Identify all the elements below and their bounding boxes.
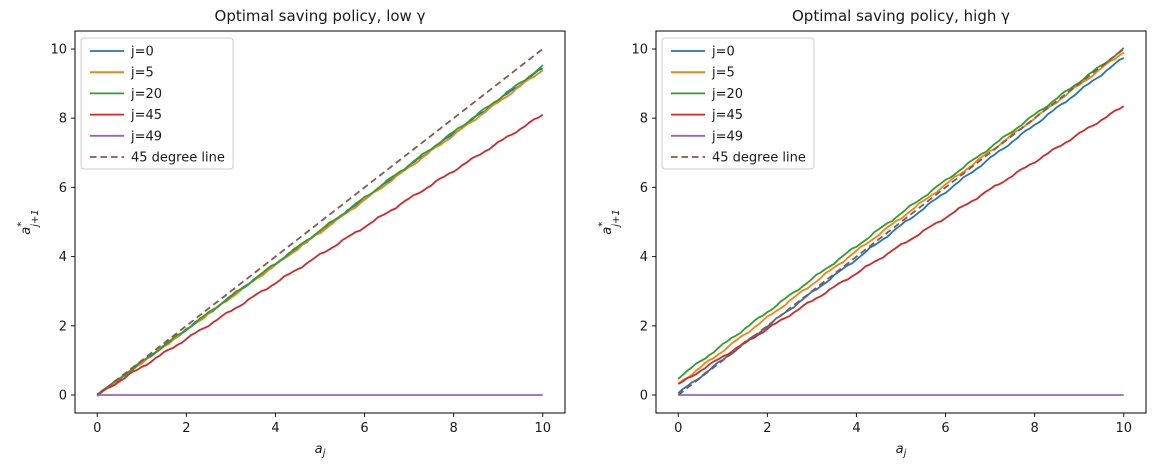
x-tick-label: 0 [93, 421, 101, 436]
chart-low-gamma: Optimal saving policy, low γ 0 2 4 6 8 10 0 2 4 6… [16, 7, 566, 459]
y-axis-label: a* j+1 [597, 209, 622, 235]
y-tick-label: 8 [59, 112, 67, 127]
legend-label: j=20 [130, 87, 162, 102]
series-line-j-45 [96, 113, 544, 396]
legend-label: j=45 [711, 108, 743, 123]
series-line-j-45 [677, 105, 1125, 385]
x-tick-label: 6 [941, 421, 949, 436]
legend-label: j=5 [130, 66, 154, 81]
x-tick-label: 2 [763, 421, 771, 436]
legend-label: j=45 [130, 108, 162, 123]
y-tick-label: 6 [640, 181, 648, 196]
legend-label: 45 degree line [712, 151, 806, 166]
svg-text:a*j+1: a* j+1 [16, 209, 41, 235]
y-tick-label: 2 [59, 319, 67, 334]
x-tick-label: 8 [449, 421, 457, 436]
x-tick-label: 8 [1030, 421, 1038, 436]
y-tick-label: 8 [640, 112, 648, 127]
legend-label: j=5 [711, 66, 735, 81]
legend: j=0 j=5 j=20 j=45 j=49 45 degree line [661, 37, 815, 170]
series-line-j-20 [677, 47, 1125, 380]
x-axis-label: aj [896, 442, 907, 459]
y-tick-label: 2 [640, 319, 648, 334]
series-line-j-5 [96, 69, 544, 396]
x-tick-label: 4 [271, 421, 279, 436]
legend: j=0 j=5 j=20 j=45 j=49 45 degree line [80, 37, 234, 170]
y-tick-label: 4 [640, 250, 648, 265]
axes-frame [655, 30, 1147, 414]
y-tick-label: 0 [59, 389, 67, 404]
x-axis-label: aj [315, 442, 326, 459]
axes-frame [74, 30, 566, 414]
x-tick-label: 2 [182, 421, 190, 436]
legend-label: j=49 [130, 129, 162, 144]
chart-canvas-low-gamma: 0 2 4 6 8 10 0 2 4 6 8 10 j=0 j=5 j=20 j=45 j=49 45 degre… [16, 30, 566, 459]
legend-label: j=0 [711, 45, 735, 60]
y-axis-label: a* j+1 [16, 209, 41, 235]
y-tick-label: 10 [50, 42, 67, 57]
x-tick-label: 4 [852, 421, 860, 436]
series-line-j-0 [677, 57, 1125, 394]
series-line-j-5 [677, 51, 1125, 385]
legend-label: j=20 [711, 87, 743, 102]
y-tick-label: 4 [59, 250, 67, 265]
svg-text:a*j+1: a* j+1 [597, 209, 622, 235]
chart-canvas-high-gamma: 0 2 4 6 8 10 0 2 4 6 8 10 j=0 j=5 j=20 j=45 j=49 45 degre… [597, 30, 1147, 459]
x-tick-label: 10 [534, 421, 551, 436]
y-tick-label: 0 [640, 389, 648, 404]
x-tick-label: 10 [1115, 421, 1132, 436]
series-line-j-20 [96, 64, 544, 397]
x-tick-label: 0 [674, 421, 682, 436]
legend-label: 45 degree line [131, 151, 225, 166]
y-tick-label: 6 [59, 181, 67, 196]
x-tick-label: 6 [360, 421, 368, 436]
y-tick-label: 10 [631, 42, 648, 57]
legend-label: j=49 [711, 129, 743, 144]
legend-label: j=0 [130, 45, 154, 60]
chart-high-gamma: Optimal saving policy, high γ 0 2 4 6 8 10 0 2 4… [581, 0, 1162, 472]
